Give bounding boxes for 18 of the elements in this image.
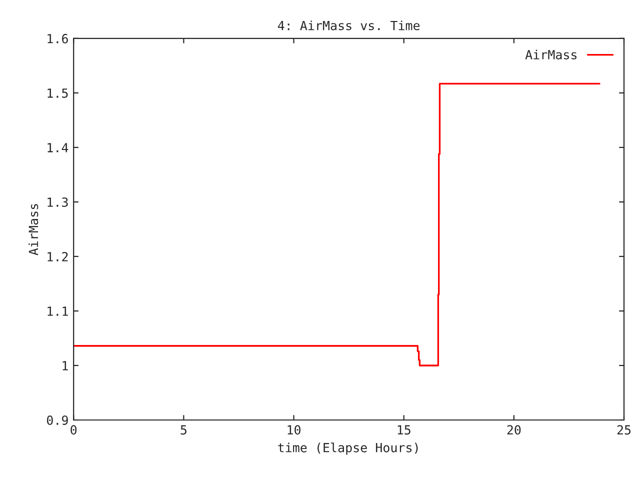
y-tick-label: 1.1	[48, 306, 68, 316]
y-tick-label: 0.9	[46, 416, 68, 425]
x-tick-label: 0	[70, 425, 77, 435]
legend-label: AirMass	[525, 50, 577, 60]
y-tick-label: 1.6	[48, 34, 68, 44]
x-tick-label: 15	[398, 425, 410, 435]
x-tick-label: 20	[507, 425, 521, 435]
x-tick-label: 10	[288, 425, 300, 435]
y-tick-label: 1.4	[48, 143, 68, 152]
y-tick-label: 1.5	[48, 88, 68, 98]
y-axis-title: AirMass	[28, 204, 38, 256]
x-tick-label: 25	[617, 425, 631, 435]
x-tick-label: 5	[180, 425, 186, 435]
x-axis-title: time (Elapse Hours)	[278, 442, 418, 455]
chart-title: 4: AirMass vs. Time	[278, 20, 420, 30]
y-tick-label: 1.2	[48, 252, 68, 262]
y-tick-label: 1	[62, 361, 68, 370]
y-tick-label: 1.3	[48, 197, 68, 207]
